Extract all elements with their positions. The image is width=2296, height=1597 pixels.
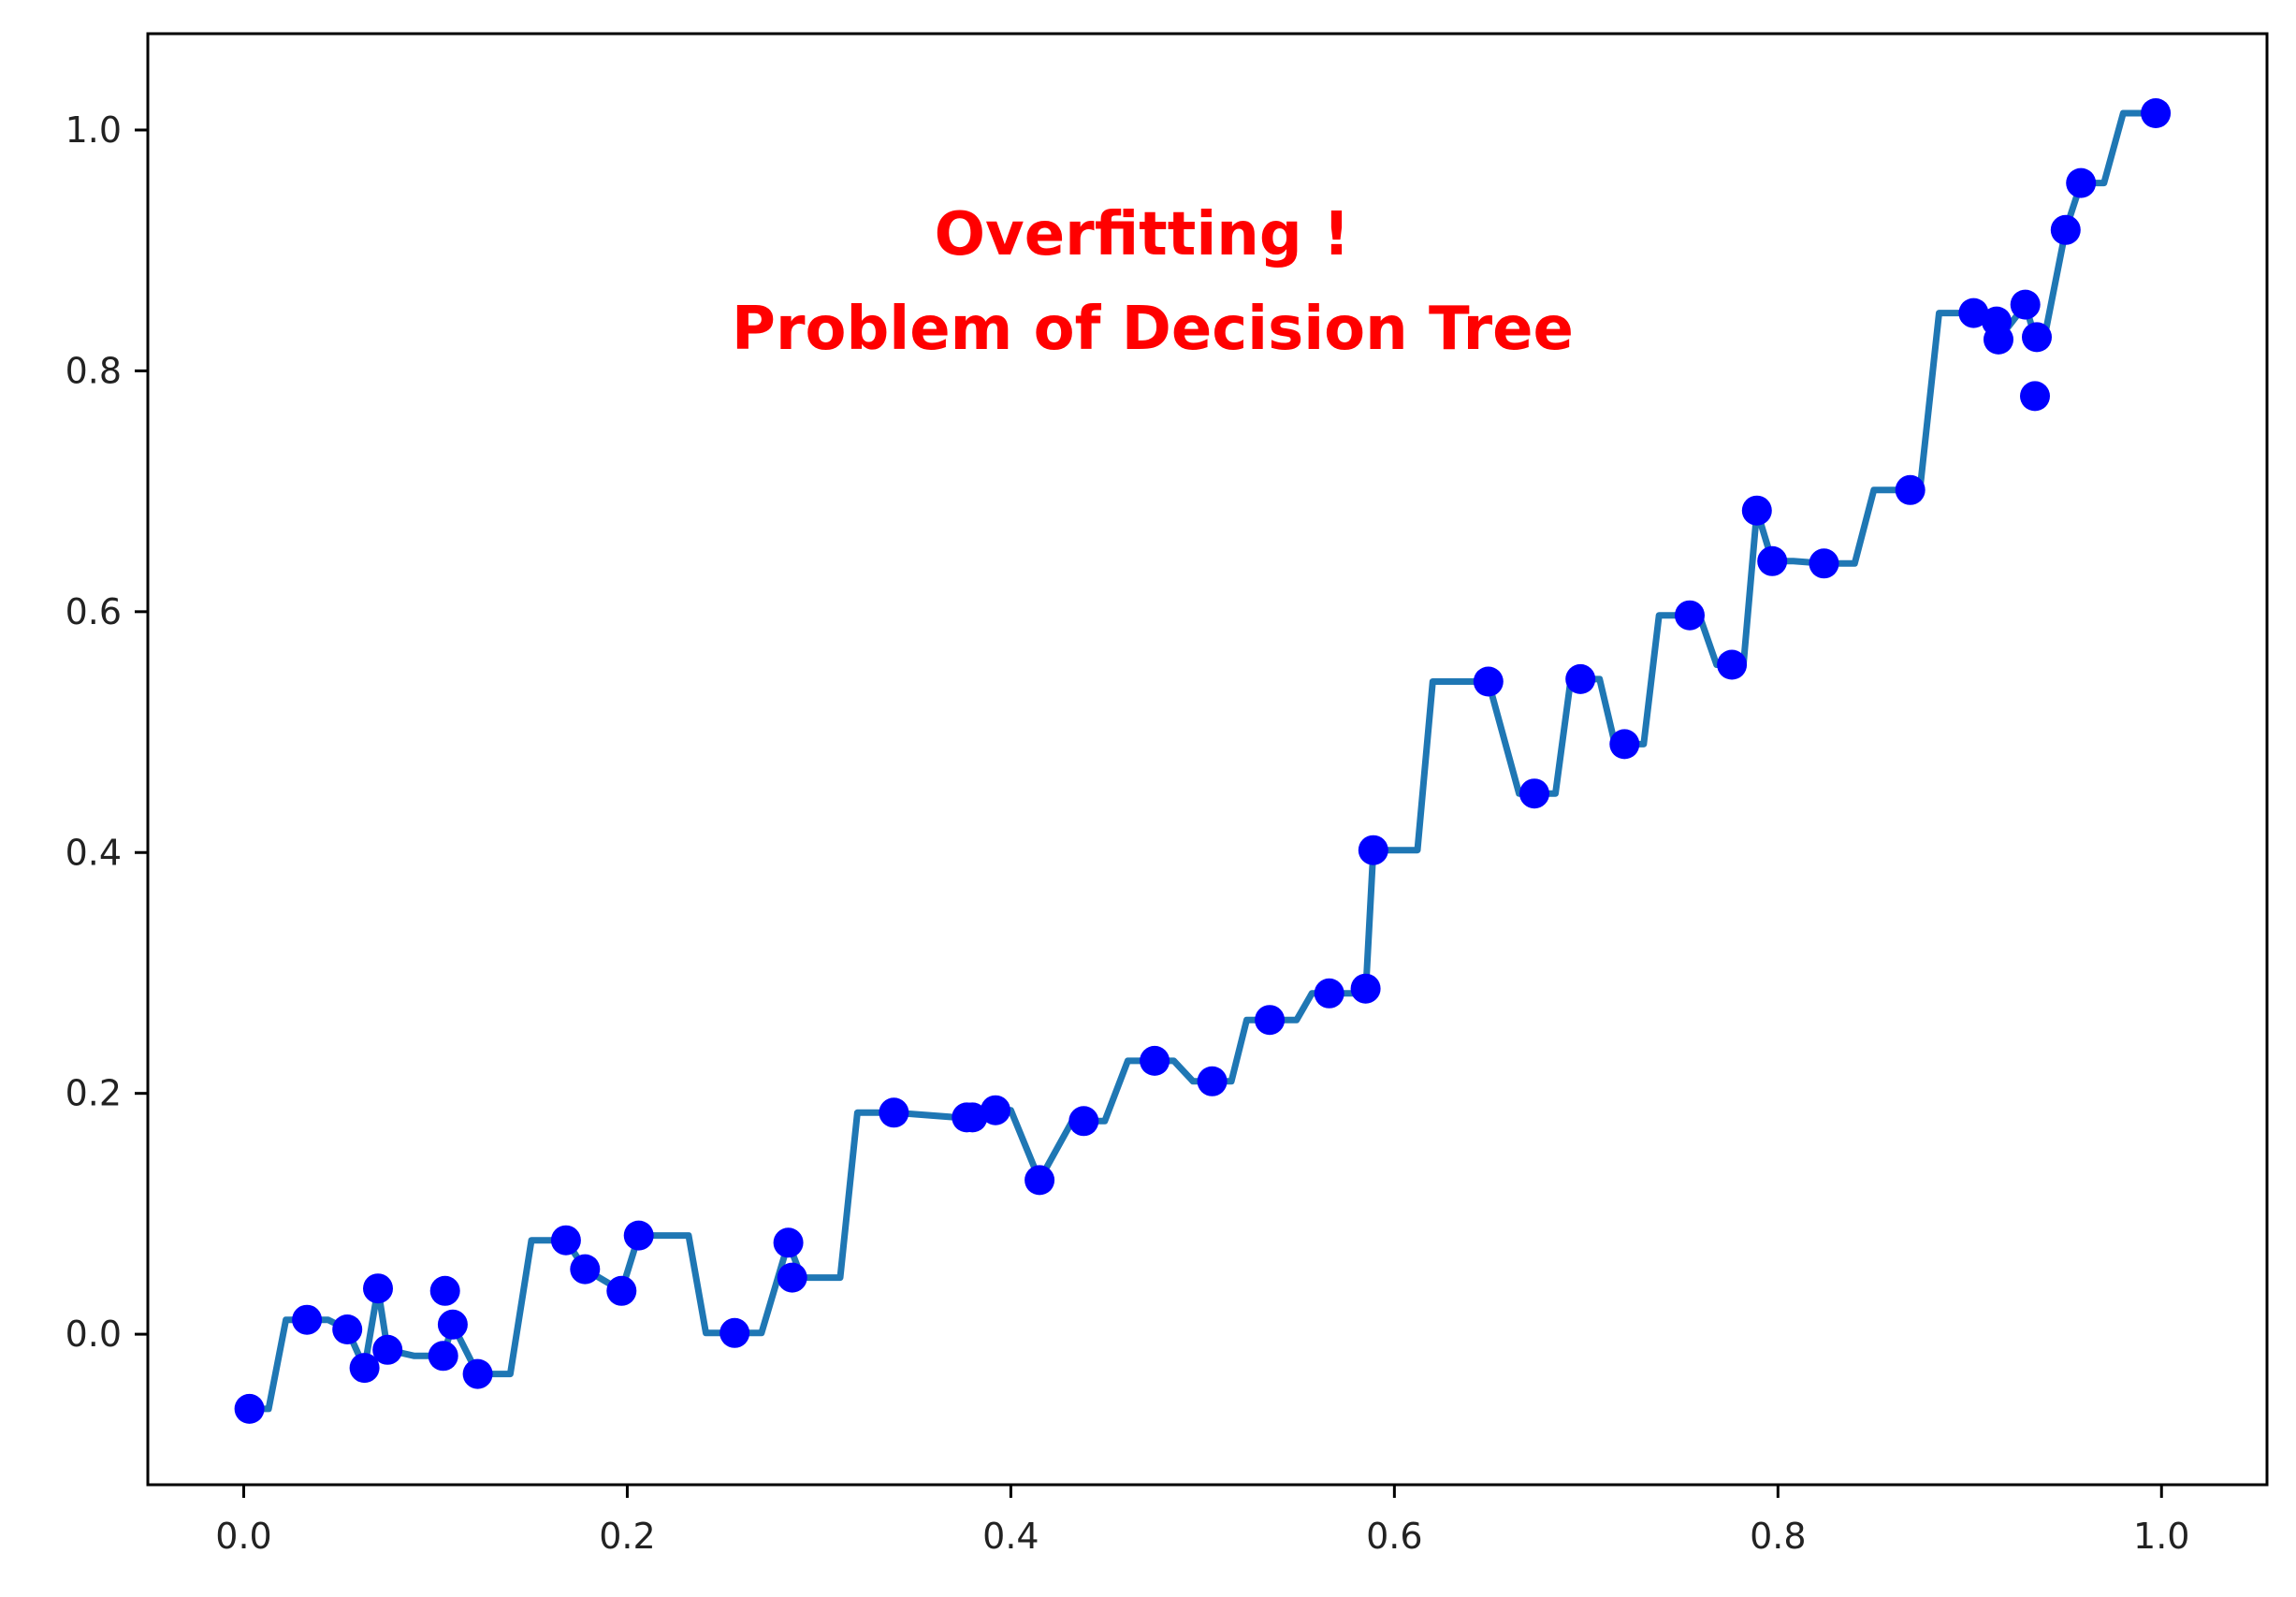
data-point	[1609, 729, 1640, 760]
data-point	[957, 1102, 988, 1133]
x-tick-label: 0.4	[982, 1516, 1039, 1557]
data-point	[332, 1314, 363, 1344]
data-point	[292, 1304, 323, 1335]
y-tick-label: 1.0	[65, 109, 122, 151]
data-point	[1717, 649, 1748, 680]
x-tick-label: 0.6	[1366, 1516, 1422, 1557]
data-point	[2066, 167, 2097, 198]
data-point	[570, 1254, 601, 1285]
data-point	[1519, 778, 1549, 809]
data-point	[1350, 973, 1381, 1004]
annotation-line-2: Problem of Decision Tree	[732, 295, 1574, 364]
x-tick-label: 1.0	[2133, 1516, 2189, 1557]
data-point	[2050, 214, 2081, 245]
data-point	[1140, 1045, 1170, 1076]
plot-frame	[146, 32, 2269, 1487]
y-tick-label: 0.0	[65, 1314, 122, 1355]
data-point	[879, 1097, 909, 1128]
scatter-points	[234, 98, 2172, 1424]
annotation-line-1: Overfitting !	[935, 200, 1351, 269]
y-axis: 0.0 0.2 0.4 0.6 0.8 1.0	[65, 109, 148, 1355]
data-point	[606, 1275, 637, 1306]
y-tick-label: 0.4	[65, 832, 122, 873]
data-point	[773, 1227, 804, 1258]
data-point	[1255, 1005, 1286, 1036]
x-axis: 0.0 0.2 0.4 0.6 0.8 1.0	[215, 1485, 2189, 1557]
data-point	[623, 1220, 654, 1251]
data-point	[1565, 663, 1596, 694]
data-point	[429, 1275, 460, 1306]
data-point	[1473, 666, 1504, 697]
data-point	[719, 1317, 750, 1348]
data-point	[428, 1341, 458, 1372]
data-point	[1024, 1165, 1055, 1196]
data-point	[372, 1334, 403, 1365]
data-point	[550, 1225, 581, 1256]
data-point	[437, 1309, 468, 1340]
data-point	[234, 1393, 265, 1424]
data-point	[777, 1262, 807, 1293]
data-point	[1809, 548, 1839, 579]
data-point	[1314, 978, 1344, 1009]
y-tick-label: 0.8	[65, 350, 122, 391]
data-point	[2141, 98, 2172, 128]
data-point	[363, 1273, 393, 1304]
x-tick-label: 0.0	[215, 1516, 271, 1557]
y-tick-label: 0.2	[65, 1073, 122, 1114]
data-point	[2022, 322, 2052, 353]
data-point	[1675, 600, 1705, 631]
y-tick-label: 0.6	[65, 591, 122, 632]
x-tick-label: 0.8	[1750, 1516, 1806, 1557]
data-point	[1068, 1106, 1099, 1137]
data-point	[2010, 289, 2041, 320]
data-point	[981, 1095, 1010, 1125]
data-point	[1984, 324, 2013, 355]
data-point	[349, 1353, 380, 1384]
data-point	[1757, 545, 1788, 576]
data-point	[1895, 474, 1925, 505]
data-point	[2020, 381, 2050, 412]
data-point	[1197, 1066, 1228, 1096]
data-point	[1958, 298, 1989, 328]
data-point	[1358, 835, 1388, 865]
overfitting-annotation: Overfitting ! Problem of Decision Tree	[732, 200, 1574, 364]
x-tick-label: 0.2	[599, 1516, 655, 1557]
data-point	[1741, 495, 1772, 526]
data-point	[462, 1358, 493, 1389]
